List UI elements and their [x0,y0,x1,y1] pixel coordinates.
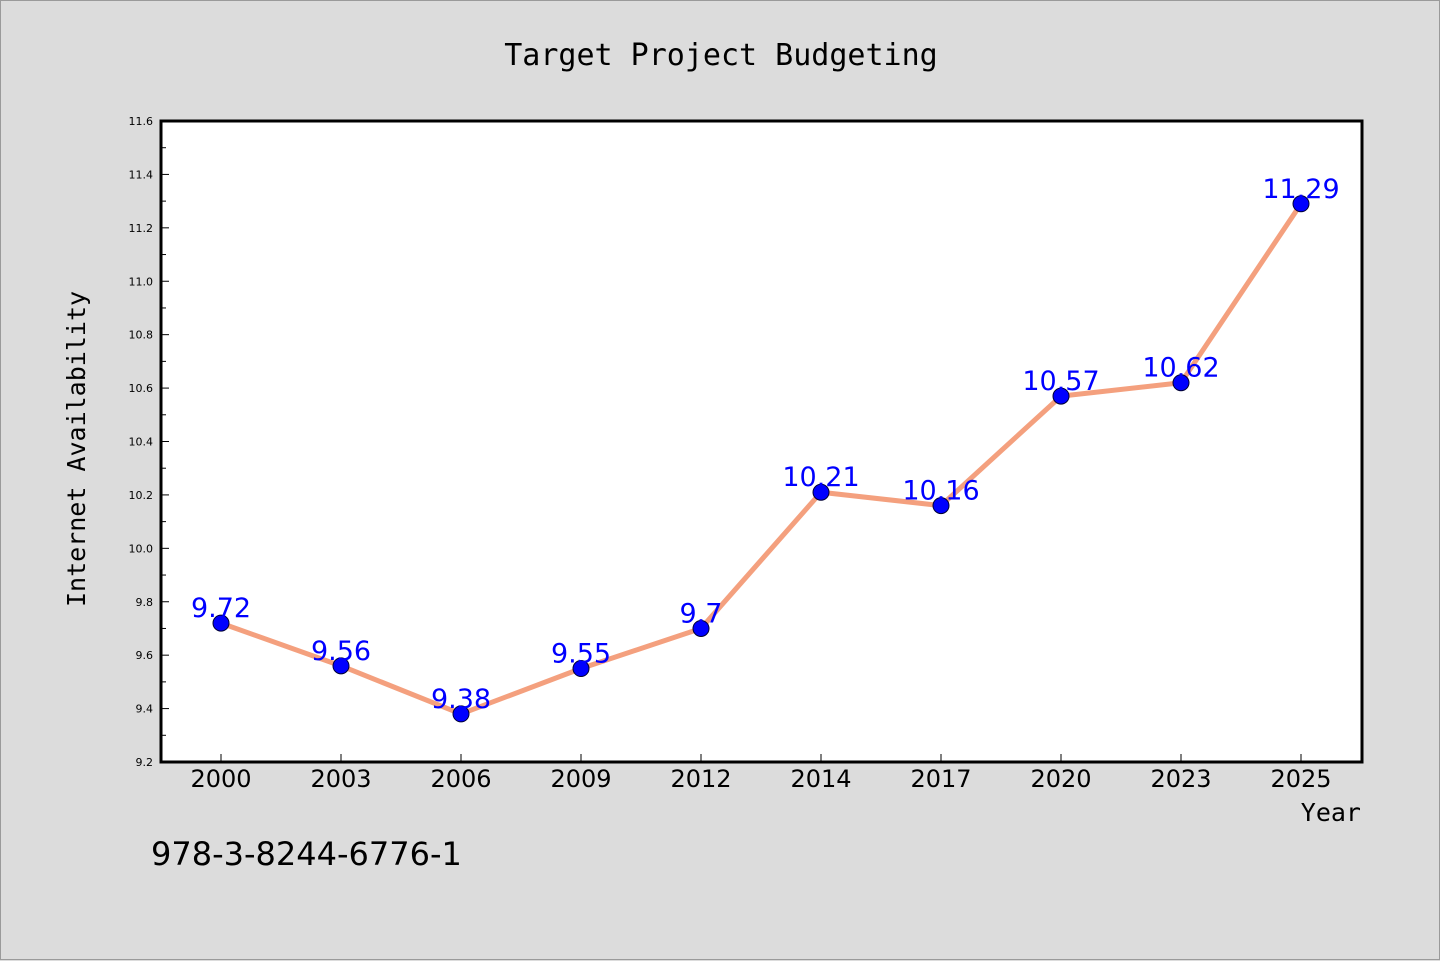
data-point [212,614,230,632]
plot-area [159,119,1364,764]
y-tick-label: 9.6 [136,649,154,662]
y-tick-label: 10.0 [129,542,154,555]
y-tick-label: 11.4 [129,168,154,181]
data-point [452,705,470,723]
data-label: 11.29 [1262,174,1339,205]
data-labels-group: 9.72 9.56 9.38 9.55 9.7 10.21 10.16 10.57 10.62 1… [191,174,1340,715]
chart-title: Target Project Budgeting [504,38,937,73]
data-point [572,660,590,678]
data-label: 9.7 [680,598,723,629]
y-tick-label: 11.0 [129,275,154,288]
y-tick-label: 9.4 [136,703,154,716]
x-tick-label: 2017 [910,765,971,793]
x-tick-label: 2020 [1030,765,1091,793]
y-tick-label: 10.4 [129,436,154,449]
x-tick-label: 2023 [1150,765,1211,793]
data-point [332,657,350,675]
y-tick-label: 9.8 [136,596,154,609]
y-tick-label: 10.2 [129,489,154,502]
x-tick-label: 2012 [670,765,731,793]
data-label: 9.56 [311,636,371,667]
data-point [1172,374,1190,392]
x-tick-label: 2025 [1270,765,1331,793]
x-tick-label: 2014 [790,765,851,793]
x-tick-label: 2006 [430,765,491,793]
y-axis: 9.2 9.4 9.6 9.8 10.0 10.2 10.4 10.6 10.8 11.0 11.2… [129,115,169,769]
y-tick-label: 9.2 [136,756,154,769]
data-label: 10.16 [902,476,979,507]
x-tick-label: 2009 [550,765,611,793]
data-point [692,619,710,637]
data-label: 9.38 [431,684,491,715]
x-tick-label: 2003 [310,765,371,793]
data-point [1292,195,1310,213]
x-axis: 2000 2003 2006 2009 2012 2014 2017 2020 2023 2025 [190,754,1332,793]
y-axis-title: Internet Availability [62,291,91,607]
x-axis-title: Year [1301,798,1361,827]
data-label: 10.21 [782,462,859,493]
data-point [932,497,950,515]
data-point [812,483,830,501]
y-tick-label: 11.6 [129,115,154,128]
x-tick-label: 2000 [190,765,251,793]
data-label: 9.72 [191,593,251,624]
data-label: 9.55 [551,639,611,670]
series-line-group [212,195,1310,723]
y-tick-label: 10.6 [129,382,154,395]
data-label: 10.62 [1142,353,1219,384]
data-point [1052,387,1070,405]
isbn-annotation: 978-3-8244-6776-1 [151,835,462,873]
y-tick-label: 11.2 [129,222,154,235]
y-tick-label: 10.8 [129,329,154,342]
series-line [218,201,1304,717]
data-label: 10.57 [1022,366,1099,397]
